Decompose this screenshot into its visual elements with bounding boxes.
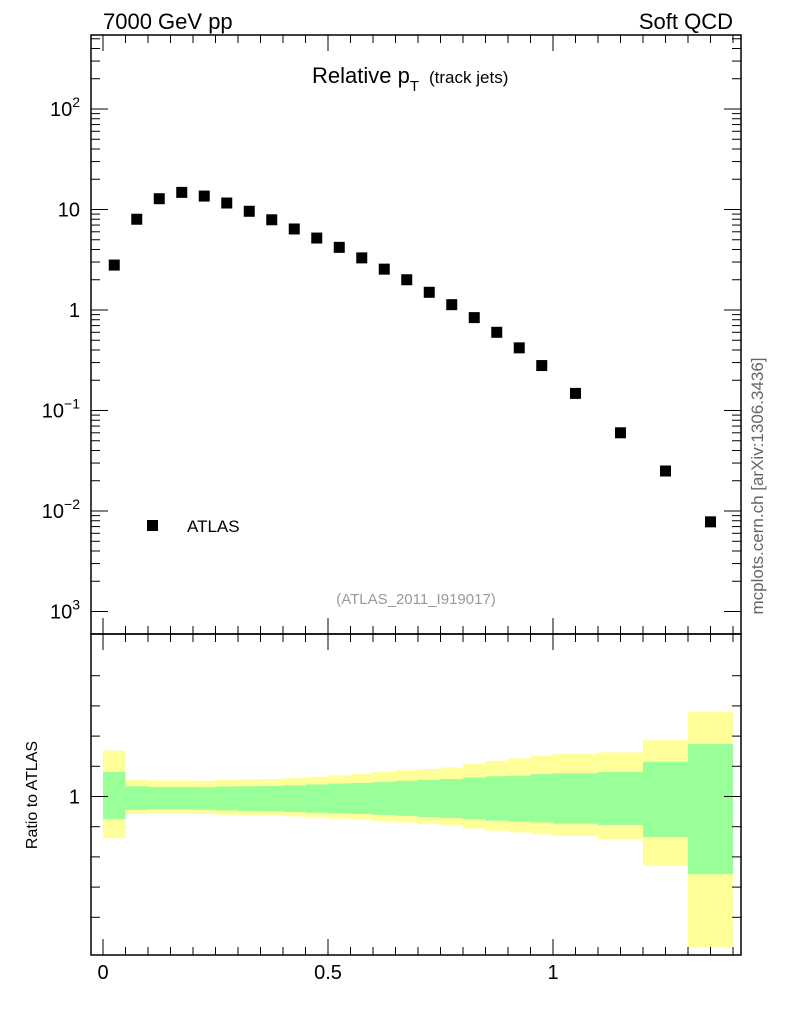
ratio-band-inner: [553, 773, 598, 824]
plot-title-main: Relative p: [312, 63, 410, 88]
data-point: [446, 299, 458, 311]
data-point: [536, 360, 548, 372]
ratio-band-inner: [418, 779, 441, 818]
data-point: [131, 213, 143, 225]
main-ytick-label-exp: 3: [72, 597, 80, 613]
ratio-band-inner: [688, 743, 733, 875]
data-point: [288, 223, 300, 235]
data-point: [221, 197, 233, 209]
data-point: [401, 274, 413, 286]
energy-label: 7000 GeV pp: [103, 9, 233, 34]
data-point: [176, 186, 188, 198]
ratio-band-inner: [193, 787, 216, 810]
main-ytick-label-exp: −2: [64, 496, 80, 512]
main-ytick-label-base: 10: [58, 200, 80, 222]
ratio-band-inner: [395, 780, 418, 816]
ratio-band-inner: [283, 785, 306, 812]
main-ytick-label-base: 10: [42, 501, 64, 523]
ratio-band-inner: [103, 772, 126, 820]
main-ytick-label: 10−1: [42, 396, 80, 423]
ratio-band-inner: [463, 777, 486, 820]
ratio-ylabel: Ratio to ATLAS: [24, 741, 41, 849]
data-point: [333, 241, 345, 253]
legend-marker: [147, 520, 158, 531]
ratio-band-inner: [305, 784, 328, 813]
ratio-xtick-label: 1: [547, 962, 558, 984]
data-point: [108, 259, 120, 271]
main-ytick-label: 103: [50, 597, 80, 624]
ratio-band-inner: [643, 761, 688, 837]
ratio-band-inner: [328, 783, 351, 814]
data-point: [615, 427, 626, 439]
main-ytick-label: 10: [58, 200, 80, 222]
main-ytick-label-base: 10: [42, 401, 64, 423]
main-ytick-label-exp: −1: [64, 396, 80, 412]
ratio-band-inner: [215, 786, 238, 811]
main-ytick-label: 102: [50, 94, 80, 121]
ratio-band-inner: [440, 778, 463, 818]
ratio-band-inner: [260, 785, 283, 812]
data-point: [356, 252, 368, 264]
main-frame: [90, 34, 742, 635]
data-point: [243, 205, 255, 217]
plot-title-sub: T: [410, 78, 419, 95]
ratio-frame: [90, 633, 742, 956]
ratio-band-inner: [350, 782, 373, 815]
ratio-bands: [103, 711, 733, 948]
data-point: [660, 465, 671, 477]
data-point: [378, 263, 390, 275]
plot-title: Relative pT (track jets): [312, 63, 508, 95]
main-ytick-label: 1: [69, 300, 80, 322]
ratio-band-inner: [530, 774, 553, 823]
data-point: [198, 190, 210, 202]
main-ytick-label-exp: 2: [72, 94, 80, 110]
ratio-band-inner: [238, 786, 261, 811]
data-point: [153, 193, 165, 205]
main-data-points: [108, 186, 716, 528]
data-point: [311, 232, 323, 244]
ratio-band-inner: [125, 786, 148, 811]
data-point: [705, 516, 716, 528]
process-label: Soft QCD: [639, 9, 733, 34]
main-ytick-label-base: 10: [50, 99, 72, 121]
data-point: [491, 326, 503, 338]
source-label: mcplots.cern.ch [arXiv:1306.3436]: [748, 357, 767, 614]
analysis-watermark: (ATLAS_2011_I919017): [336, 591, 496, 608]
ratio-band-inner: [508, 775, 531, 822]
data-point: [468, 312, 480, 324]
ratio-band-inner: [598, 772, 643, 825]
data-point: [423, 286, 435, 298]
legend-label: ATLAS: [187, 517, 240, 536]
ratio-band-inner: [373, 782, 396, 815]
ratio-xtick-label: 0.5: [314, 962, 342, 984]
main-ytick-label-base: 10: [50, 602, 72, 624]
plot-title-suffix: (track jets): [429, 68, 508, 87]
data-point: [570, 387, 581, 399]
ratio-band-inner: [170, 786, 193, 810]
ratio-ytick-label: 1: [69, 787, 80, 809]
data-point: [513, 342, 525, 354]
axis-ticks: [91, 35, 741, 955]
ratio-xtick-label: 0: [97, 962, 108, 984]
data-point: [266, 214, 278, 226]
ratio-band-inner: [485, 776, 508, 821]
main-ytick-label: 10−2: [42, 496, 80, 523]
ratio-band-inner: [148, 786, 171, 810]
main-ytick-label-base: 1: [69, 300, 80, 322]
